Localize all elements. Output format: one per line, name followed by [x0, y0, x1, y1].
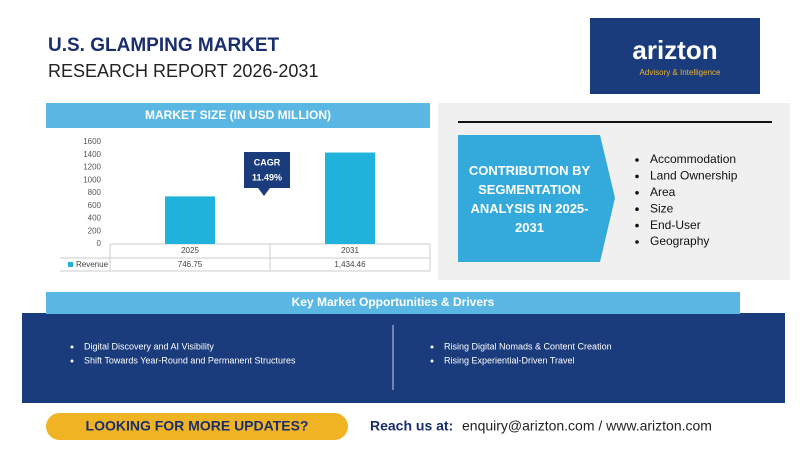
- segment-list: Accommodation Land Ownership Area Size End-U…: [635, 152, 738, 248]
- y-tick-label: 400: [88, 214, 102, 223]
- segment-item: Accommodation: [650, 152, 736, 166]
- opportunity-item: Digital Discovery and AI Visibility: [84, 341, 214, 351]
- bullet: [635, 174, 639, 179]
- opportunity-item: Rising Digital Nomads & Content Creation: [444, 341, 612, 351]
- bullet: [430, 345, 434, 349]
- bullet: [70, 359, 74, 363]
- opportunity-panel: [22, 313, 785, 403]
- logo-box: [590, 18, 760, 94]
- annotation-label: CAGR: [254, 157, 281, 167]
- bullet: [635, 207, 639, 211]
- y-tick-label: 200: [88, 226, 102, 235]
- value-label: 746.75: [178, 260, 203, 269]
- cta-pill[interactable]: [46, 413, 348, 440]
- chart-banner: [46, 103, 430, 128]
- bullet: [635, 240, 639, 244]
- logo-name: arizton: [632, 35, 717, 65]
- segment-box: [458, 135, 615, 262]
- logo-tagline: Advisory & Intelligence: [640, 68, 721, 77]
- y-tick-label: 0: [97, 239, 102, 248]
- bullet: [635, 158, 639, 162]
- bullet: [70, 345, 74, 349]
- bar: [325, 152, 375, 244]
- contact[interactable]: enquiry@arizton.com / www.arizton.com: [462, 418, 712, 434]
- y-tick-label: 1000: [83, 175, 101, 184]
- segment-item: Size: [650, 201, 674, 215]
- value-label: 1,434.46: [334, 260, 366, 269]
- annotation-bubble: [244, 152, 290, 196]
- segment-item: Land Ownership: [650, 169, 738, 183]
- annotation-value: 11.49%: [252, 172, 282, 182]
- report-subtitle: RESEARCH REPORT 2026-2031: [48, 61, 318, 81]
- y-tick-label: 1400: [83, 150, 101, 159]
- bullet: [635, 223, 639, 228]
- y-tick-label: 600: [88, 201, 102, 210]
- x-tick-label: 2031: [341, 246, 359, 255]
- reach-label: Reach us at:: [370, 418, 453, 434]
- legend-label: Revenue: [76, 260, 109, 269]
- opportunity-list: Digital Discovery and AI Visibility Shift…: [70, 341, 612, 365]
- segment-item: Area: [650, 185, 676, 199]
- segment-item: Geography: [650, 234, 709, 248]
- chart: 0 200 400 600 800 1000 1200 1400 1600 Revenue 746.…: [60, 137, 431, 272]
- y-tick-label: 800: [88, 188, 102, 197]
- bullet: [430, 359, 434, 363]
- segment-title: CONTRIBUTION BY SEGMENTATION ANALYSIS IN…: [468, 163, 591, 235]
- bar: [165, 196, 215, 244]
- segment-item: End-User: [650, 218, 701, 232]
- x-tick-label: 2025: [181, 246, 199, 255]
- cta-text[interactable]: LOOKING FOR MORE UPDATES?: [86, 418, 309, 434]
- y-tick-label: 1600: [83, 137, 101, 146]
- bullet: [635, 191, 639, 195]
- opportunity-title: Key Market Opportunities & Drivers: [292, 295, 495, 309]
- opportunity-banner: [46, 292, 740, 314]
- segment-title-wrap: CONTRIBUTION BY SEGMENTATION ANALYSIS IN…: [468, 163, 591, 235]
- chart-title: MARKET SIZE (IN USD MILLION): [145, 108, 331, 122]
- opportunity-item: Rising Experiential-Driven Travel: [444, 355, 575, 365]
- report-title: U.S. GLAMPING MARKET: [48, 35, 280, 56]
- legend-swatch: [68, 262, 73, 267]
- opportunity-item: Shift Towards Year-Round and Permanent S…: [84, 355, 296, 365]
- y-tick-label: 1200: [83, 163, 101, 172]
